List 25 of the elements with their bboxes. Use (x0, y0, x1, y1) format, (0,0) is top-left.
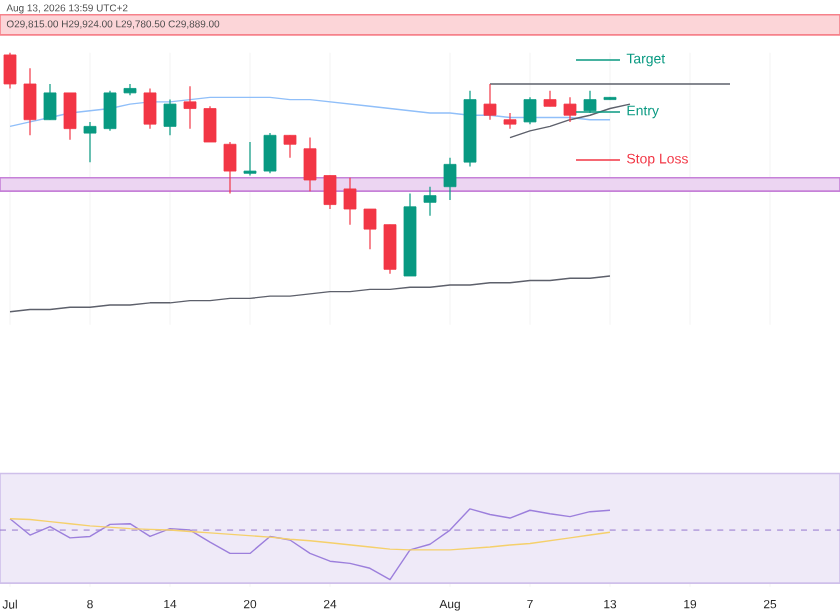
candlestick (383, 224, 397, 275)
candlestick (303, 136, 317, 192)
candlestick (183, 85, 197, 130)
candlestick (263, 132, 277, 174)
candlestick (163, 99, 177, 136)
candlestick (43, 83, 57, 121)
candlestick (63, 92, 77, 141)
candlestick (23, 67, 37, 136)
candlestick (203, 105, 217, 143)
candlestick (323, 174, 337, 210)
candlestick (3, 52, 17, 90)
candlestick (563, 96, 577, 123)
candlestick (483, 83, 497, 121)
candlestick (283, 134, 297, 159)
candlestick (363, 208, 377, 250)
candlestick (223, 141, 237, 194)
candlestick (143, 87, 157, 130)
candlestick (343, 177, 357, 226)
candlestick (523, 96, 537, 125)
candlestick (103, 90, 117, 132)
candlestick (443, 157, 457, 201)
candlestick (243, 141, 257, 177)
candlestick (503, 112, 517, 130)
candlestick (423, 186, 437, 217)
candlestick (83, 121, 97, 163)
